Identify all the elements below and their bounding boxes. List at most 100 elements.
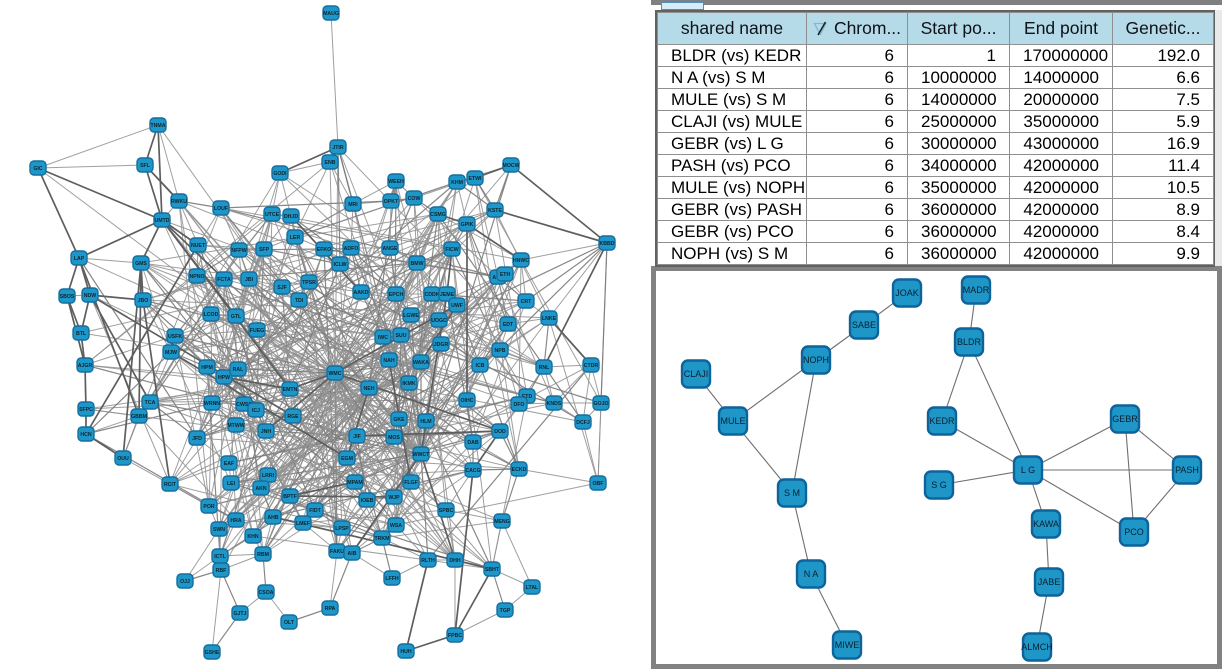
svg-text:RCIT: RCIT (164, 482, 177, 488)
svg-text:ICTL: ICTL (214, 554, 226, 560)
svg-text:CLAJI: CLAJI (684, 369, 709, 379)
svg-text:JDGR: JDGR (434, 342, 449, 348)
svg-text:KHM: KHM (451, 180, 463, 186)
svg-text:MJW: MJW (165, 350, 177, 356)
svg-text:OIHC: OIHC (461, 398, 474, 404)
svg-text:TGP: TGP (500, 608, 511, 614)
svg-text:EDT: EDT (503, 322, 514, 328)
svg-text:SPBC: SPBC (439, 508, 454, 514)
svg-text:LAP: LAP (74, 256, 85, 262)
svg-text:WJP: WJP (388, 495, 400, 501)
svg-text:DCFJ: DCFJ (576, 420, 590, 426)
svg-text:JBO: JBO (138, 298, 149, 304)
svg-text:EAF: EAF (224, 461, 234, 467)
svg-text:JFD: JFD (192, 436, 202, 442)
svg-text:SBOS: SBOS (60, 294, 75, 300)
svg-text:LOUF: LOUF (214, 206, 228, 212)
svg-text:MENG: MENG (494, 519, 510, 525)
svg-text:DFO: DFO (514, 402, 525, 408)
svg-text:JEME: JEME (440, 292, 455, 298)
svg-text:ETD: ETD (522, 394, 533, 400)
svg-text:SJF: SJF (277, 285, 287, 291)
svg-text:POR: POR (203, 504, 214, 510)
svg-text:MOS: MOS (388, 435, 400, 441)
svg-text:PASH: PASH (1175, 465, 1199, 475)
svg-text:NDW: NDW (84, 293, 96, 299)
svg-text:TDI: TDI (295, 298, 304, 304)
svg-text:HPW: HPW (218, 375, 230, 381)
svg-text:RLTH: RLTH (421, 558, 435, 564)
svg-text:HPM: HPM (201, 365, 213, 371)
svg-text:GODI: GODI (273, 171, 287, 177)
svg-text:TPSR: TPSR (302, 280, 316, 286)
svg-text:FICW: FICW (445, 247, 458, 253)
svg-text:GPIK: GPIK (461, 222, 474, 228)
svg-text:RWKU: RWKU (171, 199, 187, 205)
svg-text:BLDR: BLDR (957, 337, 982, 347)
svg-text:IOEB: IOEB (361, 498, 374, 504)
svg-text:AIB: AIB (348, 551, 357, 557)
svg-text:ADFO: ADFO (344, 246, 359, 252)
svg-text:ICJ: ICJ (252, 408, 260, 414)
svg-text:FIDT: FIDT (309, 508, 321, 514)
svg-text:SFL: SFL (140, 163, 151, 169)
svg-text:TNMA: TNMA (151, 123, 166, 129)
svg-text:USFK: USFK (168, 334, 182, 340)
svg-text:LRRI: LRRI (262, 473, 275, 479)
svg-text:AHB: AHB (267, 515, 278, 521)
svg-text:HCN: HCN (80, 432, 91, 438)
svg-text:UTCE: UTCE (265, 212, 280, 218)
svg-text:LNKE: LNKE (542, 316, 557, 322)
svg-text:HNWC: HNWC (513, 258, 529, 264)
svg-text:S M: S M (784, 488, 800, 498)
svg-text:IKMK: IKMK (402, 381, 416, 387)
svg-text:WAKA: WAKA (413, 360, 429, 366)
svg-text:AAKD: AAKD (354, 290, 369, 296)
svg-text:DOD: DOD (494, 429, 506, 435)
svg-text:BTL: BTL (76, 331, 87, 337)
svg-text:KSTE: KSTE (488, 208, 502, 214)
svg-text:CSOA: CSOA (259, 590, 274, 596)
svg-text:LGWE: LGWE (403, 313, 419, 319)
svg-text:WWCT: WWCT (413, 452, 431, 458)
svg-text:SABE: SABE (852, 320, 876, 330)
svg-text:DHJD: DHJD (284, 214, 298, 220)
svg-text:SBHT: SBHT (485, 567, 500, 573)
svg-text:CACG: CACG (465, 468, 480, 474)
svg-text:MTWW: MTWW (227, 423, 244, 429)
svg-text:OBF: OBF (593, 481, 604, 487)
svg-text:RNL: RNL (539, 365, 550, 371)
svg-text:AJGR: AJGR (78, 363, 93, 369)
svg-text:NUET: NUET (191, 243, 206, 249)
svg-text:ICLW: ICLW (334, 262, 347, 268)
svg-text:NPB: NPB (495, 348, 506, 354)
svg-text:TCA: TCA (145, 400, 156, 406)
svg-text:UMTD: UMTD (155, 218, 170, 224)
svg-text:MULE: MULE (720, 416, 745, 426)
svg-text:EGM: EGM (341, 456, 353, 462)
svg-text:SUU: SUU (396, 333, 407, 339)
svg-text:GKE: GKE (393, 417, 405, 423)
svg-text:EMTN: EMTN (283, 387, 298, 393)
svg-text:MOCW: MOCW (503, 163, 520, 169)
svg-text:L G: L G (1021, 465, 1035, 475)
svg-text:RGE: RGE (287, 414, 299, 420)
svg-text:NEH: NEH (364, 386, 375, 392)
svg-text:GEBR: GEBR (1112, 414, 1138, 424)
svg-text:BMW: BMW (411, 261, 424, 267)
svg-text:GMS: GMS (135, 261, 147, 267)
svg-text:JABE: JABE (1038, 577, 1061, 587)
svg-text:WMC: WMC (329, 371, 342, 377)
svg-text:IWC: IWC (378, 335, 388, 341)
svg-text:GSHE: GSHE (205, 650, 220, 656)
svg-text:EPCH: EPCH (389, 292, 404, 298)
svg-text:PCO: PCO (1124, 527, 1144, 537)
svg-text:JNH: JNH (261, 429, 272, 435)
svg-text:COW: COW (408, 196, 421, 202)
svg-text:LFFH: LFFH (385, 576, 399, 582)
svg-text:JOAK: JOAK (895, 288, 919, 298)
svg-text:N A: N A (804, 569, 819, 579)
svg-text:HRA: HRA (230, 518, 241, 524)
svg-text:RAL: RAL (233, 367, 244, 373)
svg-text:BPTF: BPTF (283, 494, 297, 500)
